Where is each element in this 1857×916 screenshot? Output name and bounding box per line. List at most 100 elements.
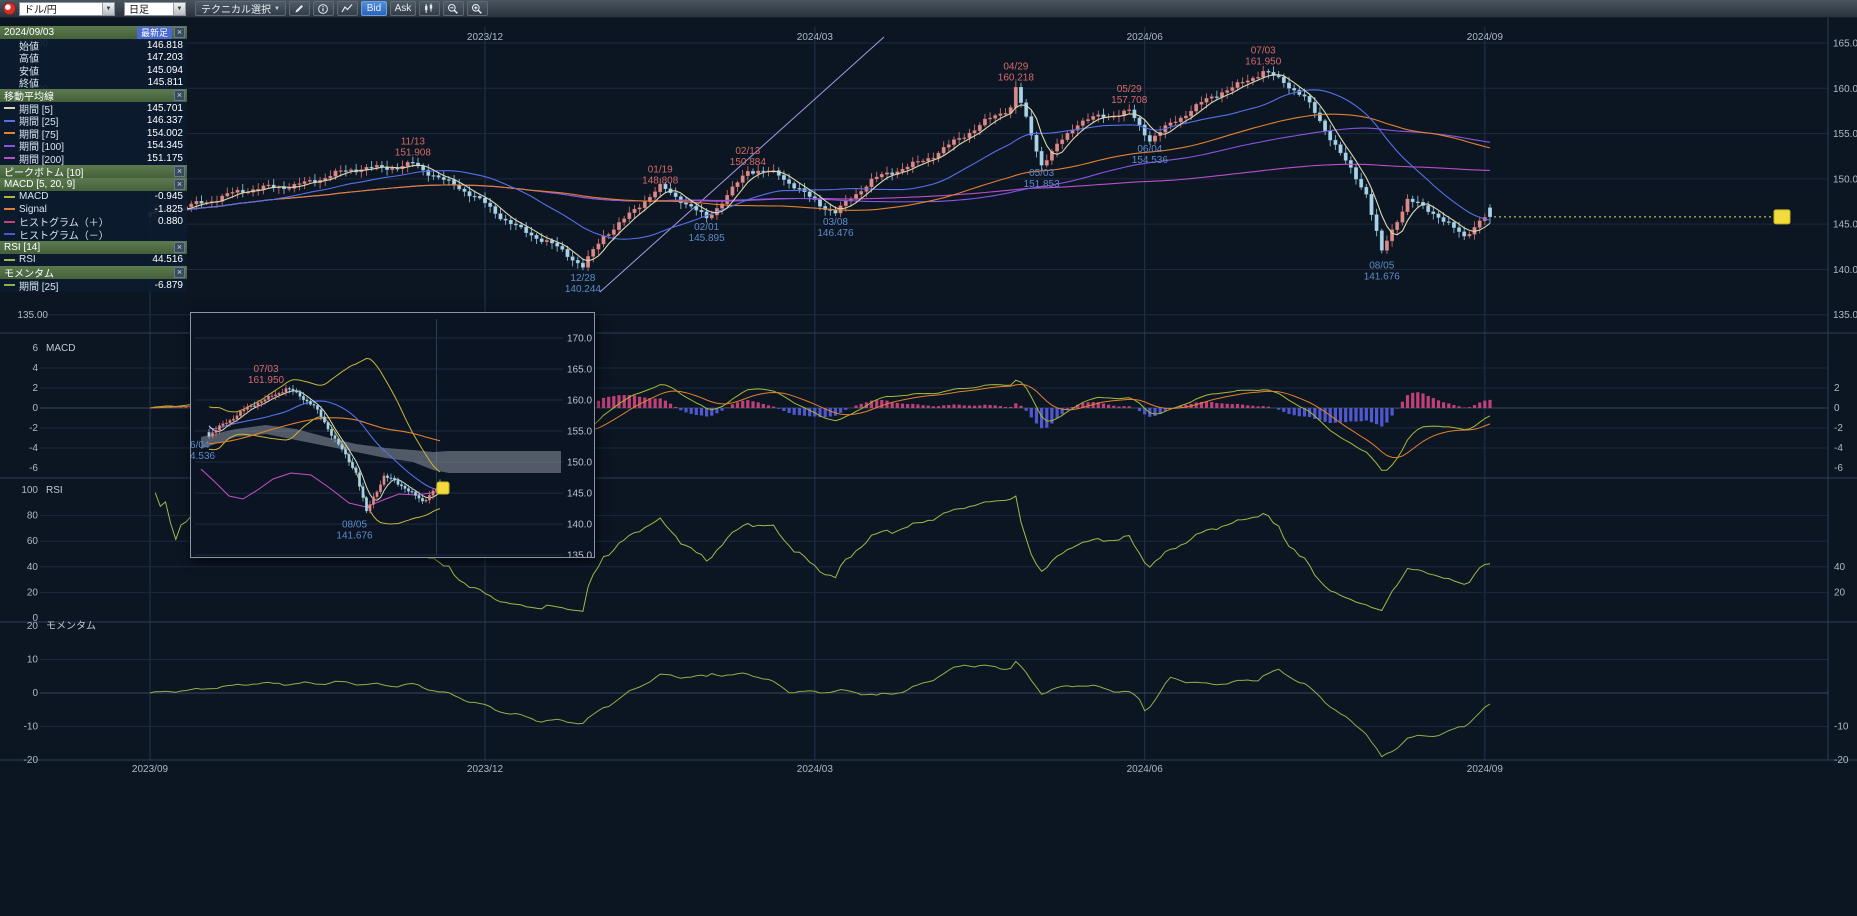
timeframe-select[interactable]: 日足 ▼ xyxy=(124,1,186,16)
ma-line-75 xyxy=(149,113,1491,215)
axis-label: -10 xyxy=(24,722,39,733)
line-chart-button[interactable] xyxy=(336,1,358,16)
chevron-down-icon: ▼ xyxy=(274,5,280,12)
inset-line xyxy=(208,400,441,491)
axis-label: -2 xyxy=(1834,423,1843,434)
candle-chart-button[interactable] xyxy=(418,1,440,16)
swatch-spacer xyxy=(4,57,15,59)
indicator-label: 期間 [25] xyxy=(19,117,59,129)
indicator-row: 高値 147.203 xyxy=(0,51,187,65)
indicator-value: 154.002 xyxy=(146,127,183,139)
ask-toggle-button[interactable]: Ask xyxy=(389,1,416,16)
indicator-value: 145.701 xyxy=(146,102,183,114)
indicator-row: 始値 146.818 xyxy=(0,39,187,53)
axis-label: 40 xyxy=(1834,562,1846,573)
axis-label: 20 xyxy=(1834,587,1846,598)
candles-layer xyxy=(148,65,1492,272)
indicator-row: 期間 [75] 154.002 xyxy=(0,127,187,141)
swatch-spacer xyxy=(4,69,15,71)
date-axis-label: 2024/09 xyxy=(1467,32,1504,43)
bottom-annotation: 06/04 xyxy=(1137,144,1162,155)
close-icon[interactable]: × xyxy=(174,90,185,101)
panel-section-header: RSI [14] × xyxy=(0,240,187,254)
ma-line-5 xyxy=(149,74,1491,262)
toolbar: ドル/円 ▼ 日足 ▼ テクニカル選択 ▼ xyxy=(0,0,1857,18)
close-icon[interactable]: × xyxy=(174,241,185,253)
inset-extra-line xyxy=(200,468,440,508)
bottom-annotation: 12/28 xyxy=(570,273,595,284)
chevron-down-icon[interactable]: ▼ xyxy=(102,2,114,15)
technical-select-button[interactable]: テクニカル選択 ▼ xyxy=(195,1,286,16)
close-icon[interactable]: × xyxy=(174,178,185,190)
current-price-marker xyxy=(1773,209,1791,225)
line-color-swatch xyxy=(4,284,15,287)
draw-pencil-button[interactable] xyxy=(288,1,310,16)
axis-label: 20 xyxy=(27,621,39,632)
axis-label: 150.0 xyxy=(567,458,592,469)
peak-annotation: 02/13 xyxy=(735,146,760,157)
zoom-in-button[interactable] xyxy=(466,1,488,16)
info-icon xyxy=(318,3,329,14)
axis-label: 80 xyxy=(27,511,39,522)
indicator-label: 期間 [25] xyxy=(19,281,59,293)
date-axis-label: 2023/09 xyxy=(132,764,169,775)
panel-section-header: 2024/09/03 最新足 × xyxy=(0,26,187,39)
axis-label: 07/03 xyxy=(253,364,278,375)
axis-label: 4 xyxy=(32,363,38,374)
indicator-value: 0.880 xyxy=(157,216,183,228)
close-icon[interactable]: × xyxy=(174,27,185,38)
zoom-out-button[interactable] xyxy=(442,1,464,16)
indicator-value: 147.203 xyxy=(146,52,183,64)
axis-label: 140.0 xyxy=(1833,265,1857,276)
currency-pair-select[interactable]: ドル/円 ▼ xyxy=(19,1,115,16)
axis-label: 40 xyxy=(27,562,39,573)
bid-label: Bid xyxy=(366,3,382,14)
panel-section-title: ピークボトム [10] xyxy=(4,167,84,179)
indicator-label: 安値 xyxy=(19,66,39,78)
chevron-down-icon[interactable]: ▼ xyxy=(173,2,185,15)
axis-label: 170.0 xyxy=(567,334,592,345)
axis-label: -4 xyxy=(29,443,38,454)
user-trendline[interactable] xyxy=(599,36,885,293)
zoom-out-icon xyxy=(448,3,459,14)
axis-label: 06/04 xyxy=(191,440,210,451)
axis-label: 2 xyxy=(1834,383,1840,394)
candlestick-icon xyxy=(425,3,433,13)
axis-label: 0 xyxy=(1834,403,1840,414)
ask-label: Ask xyxy=(394,3,412,14)
indicator-label: ヒストグラム（＋） xyxy=(19,218,109,230)
indicator-row: MACD -0.945 xyxy=(0,190,187,203)
indicator-row: Signal -1.825 xyxy=(0,203,187,216)
panel-title: モメンタム xyxy=(46,620,96,632)
bottom-annotation: 145.895 xyxy=(689,233,726,244)
currency-pair-label: ドル/円 xyxy=(24,5,57,16)
bid-toggle-button[interactable]: Bid xyxy=(360,1,387,16)
bottom-annotation: 08/05 xyxy=(1369,260,1394,271)
panel-section-header: 移動平均線 × xyxy=(0,89,187,103)
panel-section-header: MACD [5, 20, 9] × xyxy=(0,177,187,191)
indicator-label: MACD xyxy=(19,191,49,203)
peak-annotation: 05/29 xyxy=(1117,84,1142,95)
axis-label: 0 xyxy=(32,688,38,699)
axis-label: -20 xyxy=(24,755,39,766)
axis-label: 140.0 xyxy=(567,520,592,531)
line-color-swatch xyxy=(4,195,15,198)
peak-annotation: 150.884 xyxy=(730,157,767,168)
axis-label: 0 xyxy=(32,403,38,414)
date-axis-label: 2024/03 xyxy=(797,764,834,775)
panel-title: RSI xyxy=(46,485,63,496)
info-button[interactable] xyxy=(312,1,334,16)
close-icon[interactable]: × xyxy=(174,165,185,177)
axis-label: 161.950 xyxy=(248,375,285,386)
date-axis-label: 2024/06 xyxy=(1127,32,1164,43)
indicator-info-panel: 2024/09/03 最新足 × 始値 146.818 高値 147.203 安値 145.09… xyxy=(0,26,187,293)
indicator-value: 151.175 xyxy=(146,152,183,164)
indicator-label: ヒストグラム（－） xyxy=(19,230,109,242)
axis-label: 2 xyxy=(32,383,38,394)
momentum-line xyxy=(149,660,1491,758)
close-icon[interactable]: × xyxy=(174,267,185,278)
indicator-row: ヒストグラム（－） xyxy=(0,228,187,242)
